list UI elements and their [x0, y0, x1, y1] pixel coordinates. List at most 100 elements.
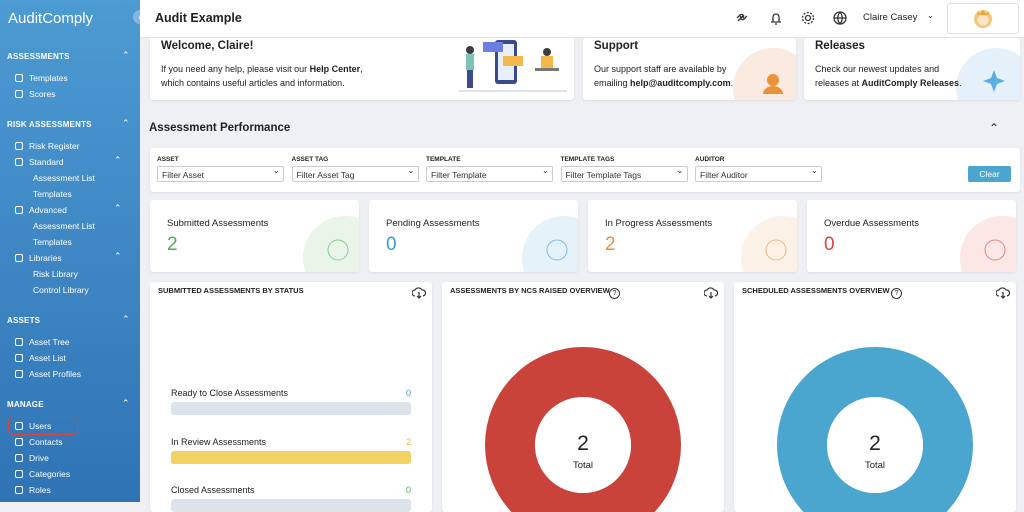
- filter-label: AUDITOR: [695, 156, 725, 163]
- caret: ⌄: [407, 166, 415, 175]
- filter-label: TEMPLATE TAGS: [560, 156, 615, 163]
- nav-item[interactable]: Contacts: [29, 437, 63, 447]
- stat-bubble: [303, 216, 359, 272]
- donut-hole: [535, 397, 631, 493]
- nav-item[interactable]: Categories: [29, 469, 71, 479]
- row-label: Ready to Close Assessments: [171, 388, 289, 398]
- nav-item[interactable]: Asset Profiles: [29, 369, 81, 379]
- chevron: ⌃: [114, 203, 122, 213]
- nav-icon: [15, 74, 23, 82]
- row-bar: [171, 450, 411, 464]
- link[interactable]: Help Center: [309, 64, 361, 74]
- nav-item[interactable]: Templates: [33, 237, 72, 247]
- nav-item[interactable]: Standard: [29, 157, 64, 167]
- illustration: [459, 40, 567, 92]
- chevron: ⌃: [114, 251, 122, 261]
- download-icon[interactable]: [704, 287, 718, 299]
- nav-item[interactable]: Templates: [29, 73, 68, 83]
- icon-shape: [412, 287, 426, 299]
- stat-value: 2: [605, 234, 616, 255]
- text: Our support staff are available by email…: [594, 64, 727, 88]
- help-icon[interactable]: ?: [891, 288, 902, 299]
- row-value: 0: [405, 388, 411, 398]
- donut-label: Total: [864, 460, 886, 471]
- stat-decoration: [522, 216, 578, 272]
- stat-decoration: [741, 216, 797, 272]
- filter-select[interactable]: Filter Auditor: [695, 166, 822, 182]
- brand: AuditComply: [8, 10, 94, 27]
- nav-item[interactable]: Control Library: [33, 285, 89, 295]
- nav-item[interactable]: Risk Library: [33, 269, 78, 279]
- clear-button[interactable]: Clear: [968, 166, 1011, 182]
- nav-item[interactable]: Scores: [29, 89, 56, 99]
- link[interactable]: help@auditcomply.com: [630, 78, 731, 88]
- help-icon[interactable]: ?: [609, 288, 620, 299]
- nav-icon: [15, 454, 23, 462]
- nav-item[interactable]: Advanced: [29, 205, 67, 215]
- nav-section: MANAGE: [7, 400, 44, 409]
- panel-title: SCHEDULED ASSESSMENTS OVERVIEW: [742, 286, 890, 295]
- filter-select[interactable]: Filter Asset Tag: [291, 166, 419, 182]
- user-caret[interactable]: ⌄: [927, 11, 934, 20]
- stat-icon: [546, 239, 568, 261]
- filter-label: ASSET: [157, 156, 179, 163]
- nav-icon: [15, 370, 23, 378]
- nav-item[interactable]: Asset List: [29, 353, 66, 363]
- nav-item[interactable]: Asset Tree: [29, 337, 70, 347]
- highlight: [8, 417, 78, 435]
- card-title: Releases: [815, 40, 865, 52]
- donut-chart: [485, 347, 681, 512]
- stat-icon: [765, 239, 787, 261]
- donut-total: 2: [869, 432, 881, 455]
- link[interactable]: AuditComply Releases: [861, 78, 960, 88]
- nav-item[interactable]: Assessment List: [33, 221, 95, 231]
- text: Check our newest updates and releases at: [815, 64, 940, 88]
- nav-icon: [15, 90, 23, 98]
- donut-ring: [777, 347, 973, 512]
- download-icon[interactable]: [996, 287, 1010, 299]
- nav-item[interactable]: Libraries: [29, 253, 62, 263]
- filter-select[interactable]: Filter Asset: [157, 166, 284, 182]
- nav-section: RISK ASSESSMENTS: [7, 120, 92, 129]
- bar-fill: [171, 450, 411, 464]
- card-title: Welcome, Claire!: [161, 40, 254, 52]
- icon-shape: [704, 287, 718, 299]
- card-text: If you need any help, please visit our H…: [161, 62, 381, 90]
- caret: ⌄: [676, 166, 684, 175]
- filter-select[interactable]: Filter Template: [426, 166, 553, 182]
- filter-select[interactable]: Filter Template Tags: [560, 166, 688, 182]
- bar-track: [171, 402, 411, 415]
- nav-item[interactable]: Roles: [29, 485, 51, 495]
- donut-ring: [485, 347, 681, 512]
- nav-item[interactable]: Users: [29, 421, 52, 431]
- status-panel: SUBMITTED ASSESSMENTS BY STATUS Ready to …: [150, 282, 432, 512]
- user-name[interactable]: Claire Casey: [863, 12, 918, 23]
- download-icon[interactable]: [412, 287, 426, 299]
- nav-item[interactable]: Risk Register: [29, 141, 80, 151]
- row-label: Closed Assessments: [171, 485, 255, 495]
- toolbar-icons[interactable]: [735, 10, 855, 26]
- panel-title: ASSESSMENTS BY NCS RAISED OVERVIEW: [450, 286, 610, 295]
- text: .: [730, 78, 734, 88]
- releases-card: Releases Check our newest updates and re…: [804, 38, 1020, 100]
- support-card: Support Our support staff are available …: [583, 38, 796, 100]
- stat-label: Overdue Assessments: [824, 218, 920, 229]
- row-bar: [171, 402, 411, 415]
- nav-item[interactable]: Assessment List: [33, 173, 95, 183]
- avatar[interactable]: [947, 3, 1019, 34]
- nav-item[interactable]: Templates: [33, 189, 72, 199]
- stat-card: In Progress Assessments 2: [588, 200, 797, 272]
- row-bar: [171, 499, 411, 512]
- donut-chart: [777, 347, 973, 512]
- stat-label: In Progress Assessments: [605, 218, 713, 229]
- text: , which contains useful articles and inf…: [161, 64, 363, 88]
- welcome-card: Welcome, Claire! If you need any help, p…: [150, 38, 574, 100]
- sidebar: AuditComply ASSESSMENTS ⌃ Templates Scores R…: [0, 0, 140, 502]
- nav-item[interactable]: Drive: [29, 453, 49, 463]
- nav-section: ASSETS: [7, 316, 41, 325]
- scheduled-panel: SCHEDULED ASSESSMENTS OVERVIEW? 2 Total: [734, 282, 1016, 512]
- collapse-section[interactable]: ⌃: [989, 121, 1000, 135]
- nav-icon: [15, 142, 23, 150]
- top-bar: Audit Example Claire Casey ⌄: [140, 0, 1024, 38]
